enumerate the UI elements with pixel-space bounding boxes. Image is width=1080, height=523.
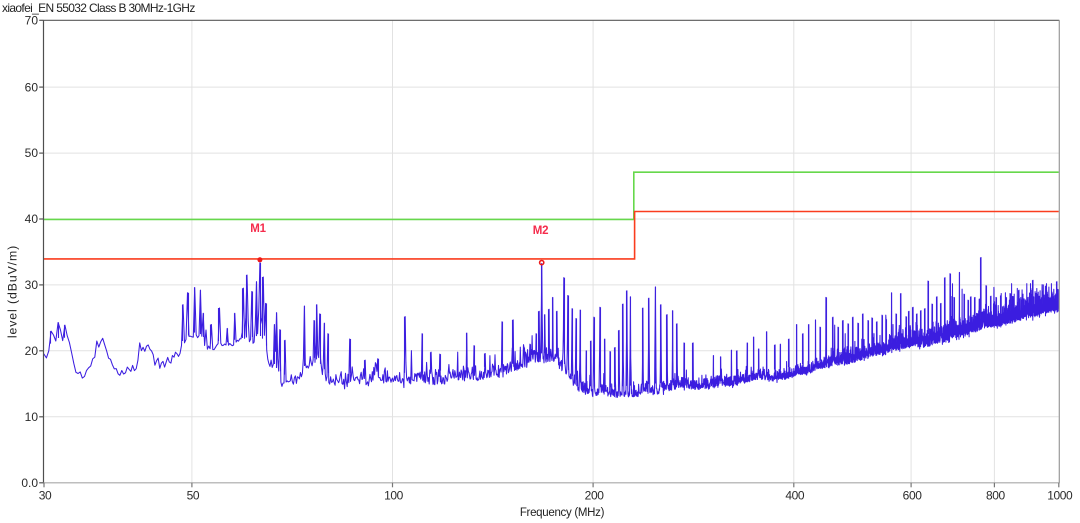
svg-text:400: 400 <box>785 489 805 503</box>
svg-text:level (dBuV/m): level (dBuV/m) <box>6 245 20 338</box>
svg-text:50: 50 <box>187 489 200 503</box>
svg-text:50: 50 <box>25 146 39 160</box>
svg-text:30: 30 <box>39 489 52 503</box>
svg-text:M2: M2 <box>533 225 549 237</box>
svg-text:200: 200 <box>585 489 605 503</box>
svg-text:600: 600 <box>903 489 923 503</box>
svg-text:100: 100 <box>384 489 404 503</box>
svg-text:1000: 1000 <box>1047 489 1073 503</box>
svg-text:M1: M1 <box>250 223 266 235</box>
svg-text:40: 40 <box>25 212 39 226</box>
svg-text:800: 800 <box>986 489 1006 503</box>
svg-text:30: 30 <box>25 278 39 292</box>
svg-text:60: 60 <box>25 80 39 94</box>
svg-text:Frequency (MHz): Frequency (MHz) <box>520 507 605 519</box>
svg-text:70: 70 <box>25 14 39 28</box>
svg-text:xiaofei_EN 55032 Class B 30MHz: xiaofei_EN 55032 Class B 30MHz-1GHz <box>2 1 195 15</box>
svg-text:20: 20 <box>25 344 39 358</box>
svg-text:10: 10 <box>25 410 39 424</box>
svg-text:0.0: 0.0 <box>21 476 38 490</box>
